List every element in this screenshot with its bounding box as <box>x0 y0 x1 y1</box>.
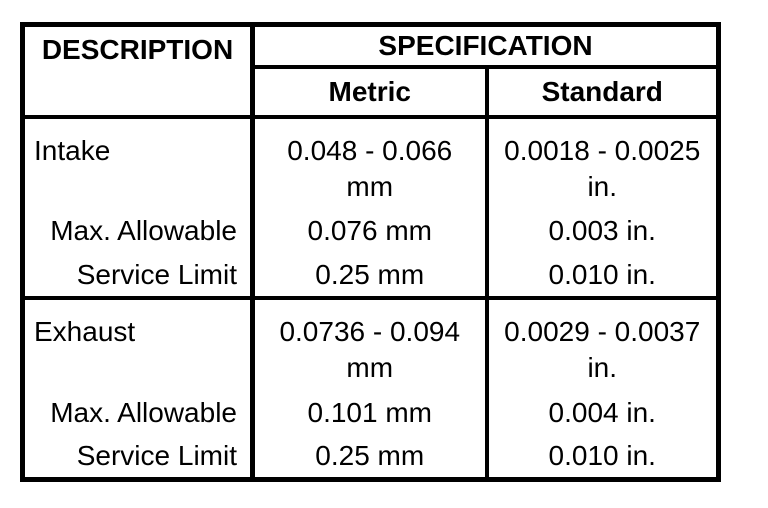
value-line: 0.010 in. <box>548 440 656 472</box>
header-row-sub: Metric Standard <box>23 66 719 119</box>
row-label: Max. Allowable <box>22 208 255 255</box>
specification-column-header: SPECIFICATION <box>252 24 719 69</box>
standard-column-header: Standard <box>486 66 719 119</box>
exhaust-service-limit-row: Service Limit 0.25 mm 0.010 in. <box>22 435 719 480</box>
value-line: 0.010 in. <box>548 259 656 291</box>
intake-service-limit-row: Service Limit 0.25 mm 0.010 in. <box>22 254 719 298</box>
metric-value: 0.0736 - 0.094 mm <box>252 296 489 390</box>
metric-value: 0.25 mm <box>252 435 489 480</box>
standard-value: 0.010 in. <box>487 436 719 480</box>
value-line: mm <box>346 170 394 202</box>
value-line: 0.25 mm <box>315 259 425 291</box>
intake-max-allowable-row: Max. Allowable 0.076 mm 0.003 in. <box>22 208 719 255</box>
exhaust-row: Exhaust 0.0736 - 0.094 mm 0.0029 - 0.003… <box>22 296 719 390</box>
standard-value: 0.004 in. <box>487 390 719 436</box>
value-line: 0.0736 - 0.094 <box>279 316 461 347</box>
metric-value: 0.048 - 0.066 mm <box>252 114 489 209</box>
metric-value: 0.25 mm <box>252 254 489 298</box>
header-row-top: DESCRIPTION SPECIFICATION <box>22 24 719 119</box>
metric-value: 0.076 mm <box>252 208 489 255</box>
value-line: mm <box>346 352 394 383</box>
intake-row: Intake 0.048 - 0.066 mm 0.0018 - 0.0025 … <box>22 114 719 209</box>
description-column-header: DESCRIPTION <box>22 24 255 119</box>
value-line: 0.101 mm <box>307 396 433 428</box>
exhaust-group: Exhaust 0.0736 - 0.094 mm 0.0029 - 0.003… <box>22 296 719 480</box>
row-label: Exhaust <box>22 296 255 390</box>
exhaust-max-allowable-row: Max. Allowable 0.101 mm 0.004 in. <box>22 389 719 436</box>
row-label: Service Limit <box>22 435 255 480</box>
standard-value: 0.003 in. <box>487 208 719 254</box>
metric-column-header: Metric <box>252 66 489 119</box>
value-line: 0.25 mm <box>315 440 425 472</box>
value-line: in. <box>587 352 618 383</box>
intake-group: Intake 0.048 - 0.066 mm 0.0018 - 0.0025 … <box>22 114 719 298</box>
standard-value: 0.0029 - 0.0037 in. <box>486 296 719 390</box>
value-line: 0.004 in. <box>548 396 656 428</box>
row-label: Service Limit <box>22 254 255 298</box>
value-line: 0.076 mm <box>307 215 433 247</box>
value-line: 0.0018 - 0.0025 <box>504 134 701 166</box>
specification-table: DESCRIPTION SPECIFICATION Metric Standar… <box>20 22 721 482</box>
metric-value: 0.101 mm <box>252 389 489 436</box>
standard-value: 0.010 in. <box>487 254 719 298</box>
standard-value: 0.0018 - 0.0025 in. <box>486 114 719 209</box>
value-line: in. <box>587 170 618 202</box>
value-line: 0.0029 - 0.0037 <box>504 316 701 347</box>
row-label: Max. Allowable <box>22 389 255 436</box>
row-label: Intake <box>22 114 255 209</box>
table-header: DESCRIPTION SPECIFICATION Metric Standar… <box>22 24 719 119</box>
value-line: 0.048 - 0.066 <box>287 134 453 166</box>
value-line: 0.003 in. <box>548 215 656 247</box>
